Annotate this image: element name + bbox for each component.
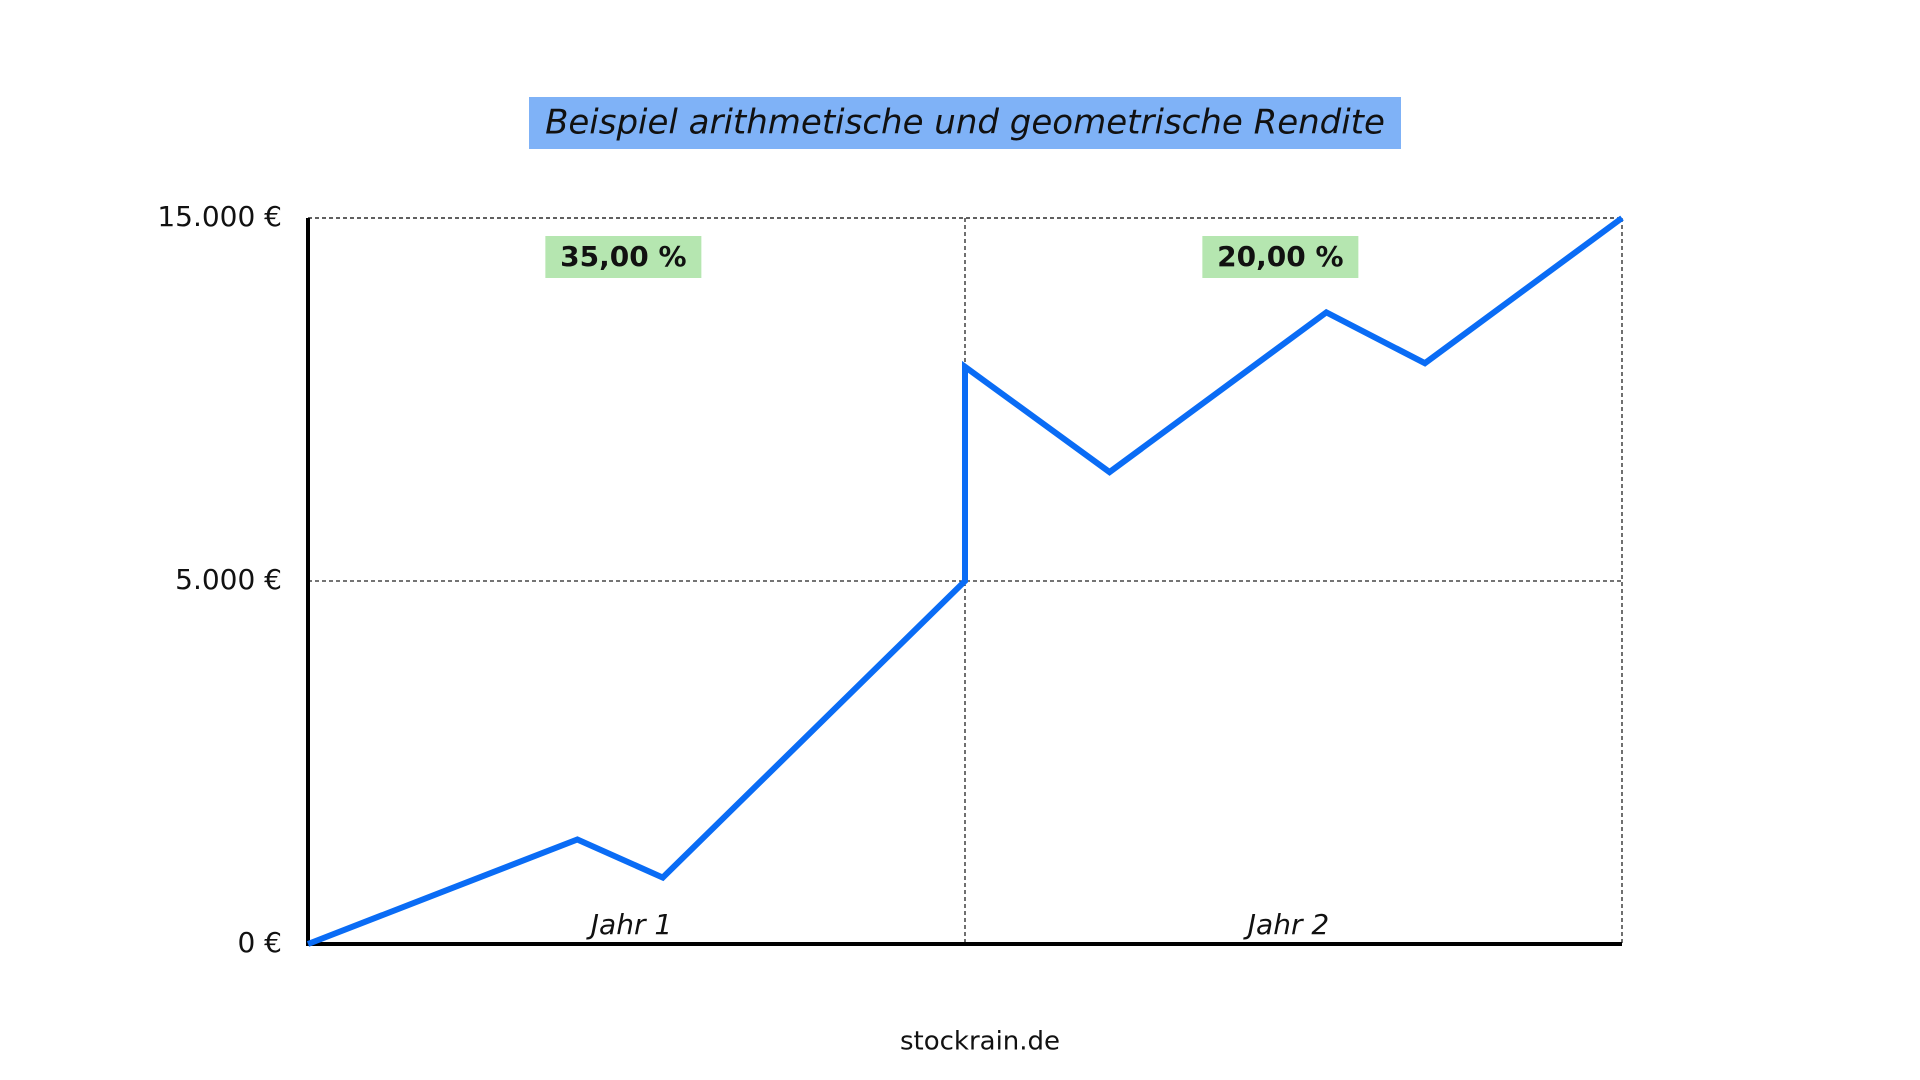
- x-category-label: Jahr 2: [1243, 908, 1329, 941]
- annotation: 20,00 %: [1217, 240, 1343, 273]
- x-category-label: Jahr 1: [586, 908, 672, 941]
- y-tick-label: 0 €: [237, 926, 282, 959]
- annotation: 35,00 %: [560, 240, 686, 273]
- y-tick-label: 5.000 €: [175, 563, 282, 596]
- source: stockrain.de: [900, 1027, 1060, 1057]
- title-box: [529, 97, 1401, 149]
- annotation-box: [545, 236, 702, 278]
- chart-title: Beispiel arithmetische und geometrische …: [545, 103, 1385, 143]
- y-tick-label: 15.000 €: [157, 200, 282, 233]
- annotation-box: [1202, 236, 1359, 278]
- line-series: [306, 215, 1624, 947]
